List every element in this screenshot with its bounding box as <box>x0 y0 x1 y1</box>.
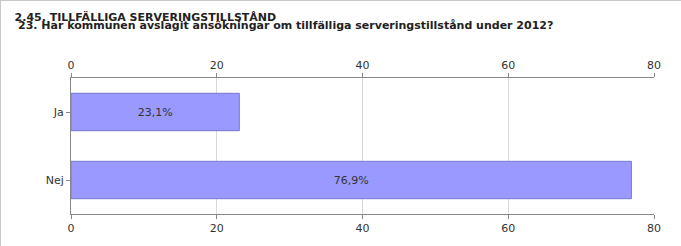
svg-text:Ja: Ja <box>53 106 64 119</box>
svg-text:76,9%: 76,9% <box>334 174 369 187</box>
svg-text:Nej: Nej <box>46 174 64 187</box>
svg-text:0: 0 <box>68 222 75 235</box>
svg-text:23. Har kommunen avslagit ansö: 23. Har kommunen avslagit ansökningar om… <box>18 19 553 32</box>
svg-text:2.45. TILLFÄLLIGA SERVERINGSTI: 2.45. TILLFÄLLIGA SERVERINGSTILLSTÅND <box>15 10 277 24</box>
svg-text:80: 80 <box>647 59 661 72</box>
svg-text:60: 60 <box>501 59 515 72</box>
svg-text:0: 0 <box>68 59 75 72</box>
svg-text:23,1%: 23,1% <box>138 106 173 119</box>
svg-text:20: 20 <box>210 222 224 235</box>
svg-text:20: 20 <box>210 59 224 72</box>
svg-text:40: 40 <box>356 59 370 72</box>
svg-text:40: 40 <box>356 222 370 235</box>
svg-text:80: 80 <box>647 222 661 235</box>
svg-text:60: 60 <box>501 222 515 235</box>
